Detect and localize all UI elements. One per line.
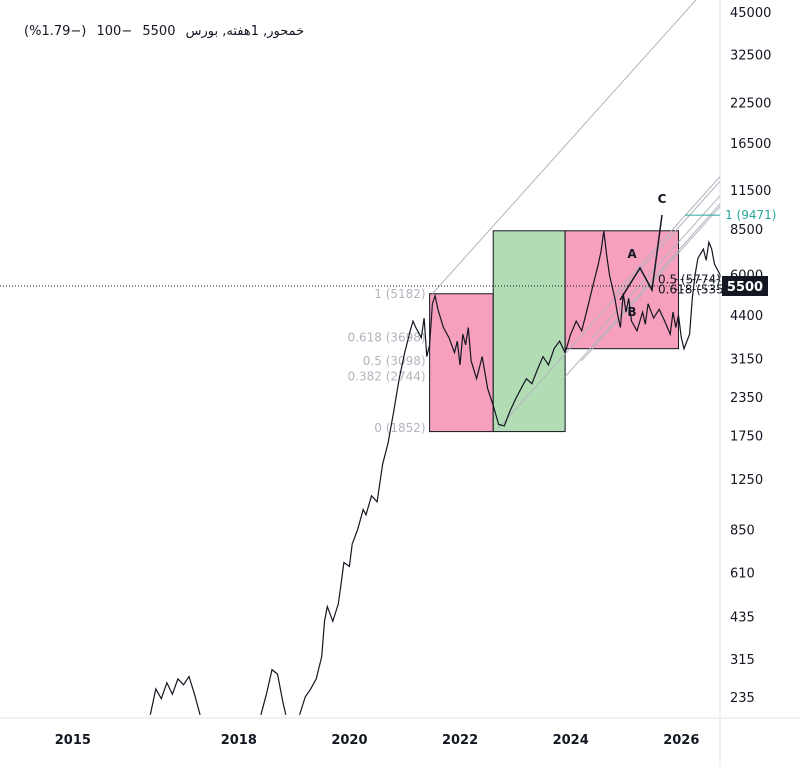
price-segment-2 bbox=[299, 230, 721, 715]
y-tick-11500: 11500 bbox=[730, 184, 771, 199]
range-box-1 bbox=[492, 230, 566, 433]
fib-label-1: 0.618 (3698) bbox=[348, 331, 426, 345]
fib-label-2: 0.5 (3098) bbox=[363, 354, 426, 368]
fib-label-6: 0.5 (5774) bbox=[658, 273, 721, 287]
price-series bbox=[149, 230, 721, 715]
wave-label-B: B bbox=[627, 305, 636, 319]
fib-label-0: 1 (5182) bbox=[374, 287, 425, 301]
y-tick-1250: 1250 bbox=[730, 473, 763, 488]
range-box-2 bbox=[564, 230, 680, 350]
y-tick-435: 435 bbox=[730, 611, 755, 626]
range-boxes bbox=[429, 230, 680, 433]
y-tick-8500: 8500 bbox=[730, 223, 763, 238]
channel-line-4 bbox=[592, 195, 721, 339]
fib-label-7: 0.618 (5354) bbox=[658, 282, 736, 296]
y-axis: 2353154356108501250175023503150440060008… bbox=[722, 6, 771, 706]
price-segment-1 bbox=[260, 668, 287, 715]
symbol-header: خمحور, 1هفته, بورس 5500 −100 (−1.79%) bbox=[24, 24, 310, 39]
fib-label-4: 0 (1852) bbox=[374, 421, 425, 435]
wave-label-A: A bbox=[627, 247, 637, 261]
price-segment-0 bbox=[149, 675, 201, 715]
fib-label-5: 1 (9471) bbox=[725, 208, 776, 222]
x-tick-2024: 2024 bbox=[553, 733, 589, 748]
y-tick-315: 315 bbox=[730, 653, 755, 668]
y-tick-22500: 22500 bbox=[730, 96, 771, 111]
fib-label-3: 0.382 (2744) bbox=[348, 370, 426, 384]
y-tick-45000: 45000 bbox=[730, 6, 771, 21]
pitchfork-channel bbox=[432, 0, 721, 429]
y-tick-850: 850 bbox=[730, 523, 755, 538]
y-tick-235: 235 bbox=[730, 691, 755, 706]
x-axis: 2015 2018 2020 2022 2024 2026 bbox=[55, 733, 700, 748]
channel-line-0 bbox=[432, 0, 697, 295]
wave-label-C: C bbox=[658, 192, 667, 206]
x-tick-2020: 2020 bbox=[331, 733, 367, 748]
change-percent: (−1.79%) bbox=[24, 24, 87, 39]
y-tick-610: 610 bbox=[730, 567, 755, 582]
last-price-badge bbox=[722, 275, 768, 296]
channel-line-5 bbox=[614, 176, 721, 295]
channel-line-1 bbox=[498, 180, 721, 429]
last-price-label: 5500 bbox=[727, 280, 763, 295]
y-tick-16500: 16500 bbox=[730, 137, 771, 152]
x-tick-2018: 2018 bbox=[221, 733, 257, 748]
x-tick-2022: 2022 bbox=[442, 733, 478, 748]
fib-levels: 1 (5182) 0.618 (3698) 0.5 (3098) 0.382 (274… bbox=[348, 208, 777, 435]
channel-line-3 bbox=[581, 206, 721, 362]
x-tick-2026: 2026 bbox=[663, 733, 699, 748]
y-tick-3150: 3150 bbox=[730, 353, 763, 368]
y-tick-2350: 2350 bbox=[730, 391, 763, 406]
x-tick-2015: 2015 bbox=[55, 733, 91, 748]
channel-line-2 bbox=[564, 203, 721, 377]
last-price-text: 5500 bbox=[142, 24, 176, 39]
y-tick-1750: 1750 bbox=[730, 429, 763, 444]
projection-path bbox=[619, 214, 663, 301]
change-value: −100 bbox=[96, 24, 133, 39]
y-tick-4400: 4400 bbox=[730, 309, 763, 324]
projection: A B C bbox=[0, 192, 721, 319]
symbol-name: خمحور, 1هفته, بورس bbox=[185, 24, 305, 39]
y-tick-32500: 32500 bbox=[730, 48, 771, 63]
